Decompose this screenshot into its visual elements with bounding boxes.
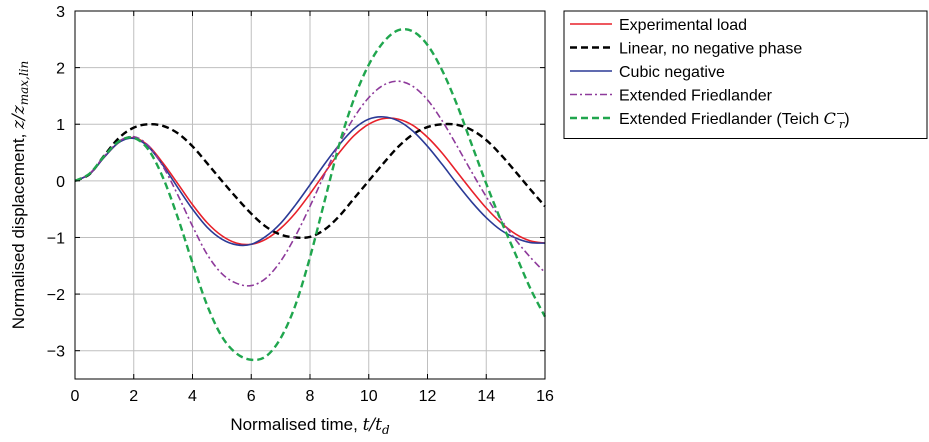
y-axis-title-math: z/z [9,104,29,130]
y-tick-label: −2 [47,287,65,304]
x-tick-label: 12 [419,388,437,405]
series-line-1 [74,117,546,246]
legend-box [563,10,928,139]
x-axis-title-math-sub: d [382,423,390,437]
x-tick-label: 6 [247,388,256,405]
y-axis-title: Normalised displacement, z/zmax,lin [9,61,31,329]
y-tick-label: 0 [56,174,65,191]
x-tick-label: 16 [536,388,554,405]
legend-label: Linear, no negative phase [619,41,802,58]
legend-label: Extended Friedlander (Teich C− r) [619,107,850,131]
x-axis-title: Normalised time, t/td [230,415,390,437]
y-tick-label: 3 [56,4,65,21]
y-axis-title-text: Normalised displacement, [9,129,28,329]
x-tick-label: 8 [306,388,315,405]
y-tick-label: 2 [56,61,65,78]
series-line-4 [74,80,546,287]
y-tick-label: −1 [47,230,65,247]
y-tick-label: −3 [47,344,65,361]
series-line-2 [74,122,546,240]
series-lines [74,27,547,362]
x-tick-label: 14 [477,388,495,405]
legend-label: Extended Friedlander [619,88,773,105]
x-tick-label: 0 [71,388,80,405]
y-axis-title-math-sub: max,lin [17,61,31,106]
x-tick-label: 10 [360,388,378,405]
series-line-5 [74,27,547,362]
legend-label: Experimental load [619,17,747,34]
x-axis-title-text: Normalised time, [230,415,362,434]
x-tick-label: 2 [129,388,138,405]
x-tick-label: 4 [188,388,197,405]
legend-label: Cubic negative [619,64,725,81]
y-tick-label: 1 [56,117,65,134]
legend: Experimental load Linear, no negative pha… [563,10,928,139]
x-axis-title-math: t/t [363,415,383,435]
